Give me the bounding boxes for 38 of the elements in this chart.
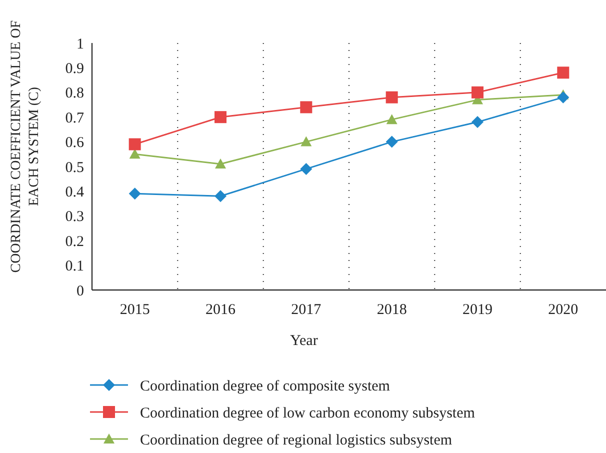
legend-label: Coordination degree of composite system (140, 378, 390, 394)
y-tick-label: 0.3 (65, 209, 84, 226)
point (386, 136, 398, 148)
point (472, 116, 484, 128)
point (129, 148, 140, 159)
x-tick-label: 2020 (548, 302, 578, 318)
point (128, 138, 141, 150)
y-tick-label: 0.1 (65, 258, 84, 275)
y-tick-label: 0.2 (65, 234, 84, 250)
point (386, 114, 398, 124)
legend-label: Coordination degree of low carbon economy subsystem (140, 405, 476, 422)
point (472, 86, 484, 98)
point (214, 111, 226, 124)
legend-label: Coordination degree of regional logistics subsystem (140, 432, 452, 448)
point (557, 66, 570, 79)
y-tick-label: 1 (76, 36, 84, 52)
y-tick-label: 0.5 (65, 160, 84, 176)
point (300, 136, 312, 146)
point (215, 158, 226, 169)
y-tick-label: 0.7 (65, 110, 84, 126)
x-tick-label: 2017 (291, 302, 322, 318)
y-tick-label: 0 (76, 283, 84, 300)
x-tick-label: 2015 (120, 302, 150, 318)
y-axis-title: COORDINATE COEFFICIENT VALUE OF EACH SYSTEM (C) (9, 20, 42, 273)
point (300, 162, 312, 175)
point (557, 91, 570, 104)
y-tick-label: 0.4 (65, 184, 84, 200)
x-tick-label: 2016 (206, 302, 236, 318)
x-axis-title: Year (290, 333, 318, 349)
x-tick-label: 2019 (462, 302, 492, 318)
point (300, 101, 312, 114)
y-tick-label: 0.9 (65, 60, 84, 77)
point (386, 91, 398, 104)
y-tick-label: 0.6 (65, 135, 84, 152)
y-tick-label: 0.8 (65, 86, 84, 102)
point (214, 190, 226, 202)
x-tick-label: 2018 (376, 302, 407, 318)
point (128, 188, 141, 200)
